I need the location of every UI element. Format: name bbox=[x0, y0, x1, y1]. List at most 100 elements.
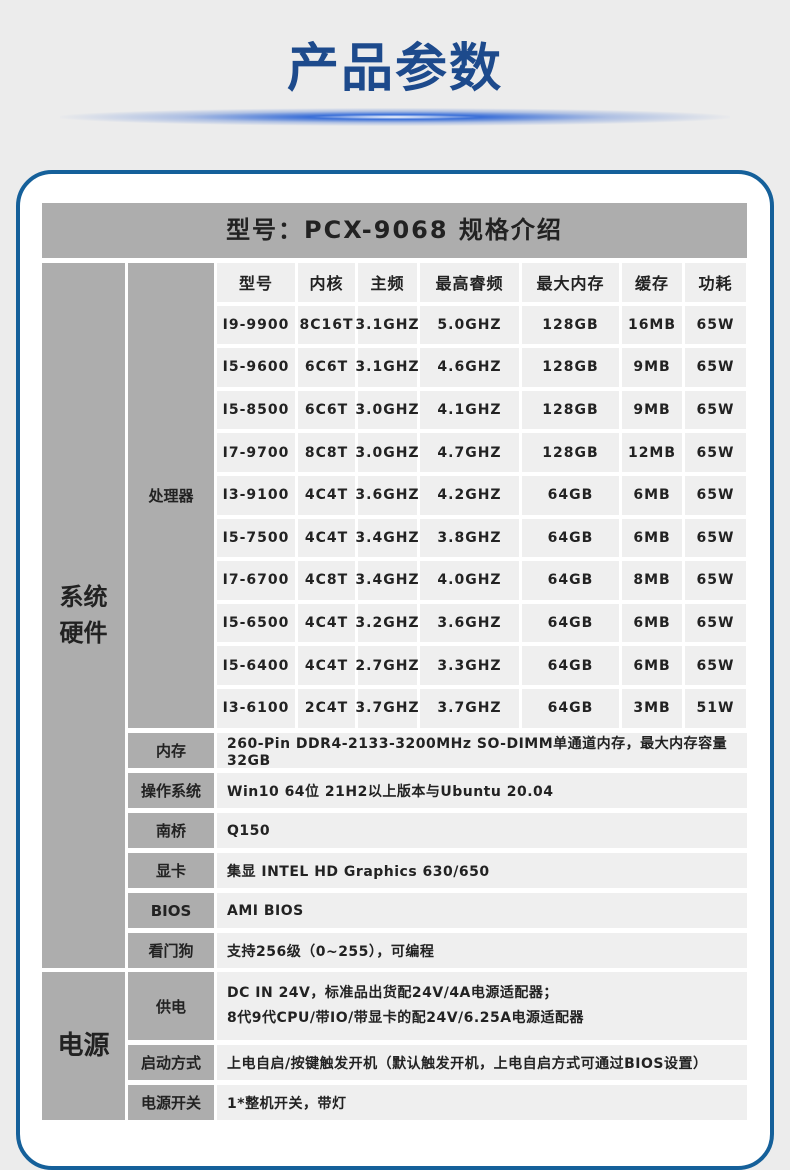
spec-value: AMI BIOS bbox=[217, 893, 747, 928]
cpu-cell: 6C6T bbox=[298, 390, 355, 430]
cpu-cell: I7-6700 bbox=[217, 561, 295, 600]
spec-label: 南桥 bbox=[128, 813, 214, 848]
cpu-cell: 9MB bbox=[622, 390, 682, 430]
cpu-cell: 3.2GHZ bbox=[355, 603, 419, 643]
cpu-cell: 51W bbox=[685, 688, 746, 728]
cpu-cell: 8C8T bbox=[298, 433, 355, 472]
cpu-cell: 128GB bbox=[522, 348, 619, 387]
group-system-hardware: 系统硬件 bbox=[42, 263, 125, 967]
spec-value: DC IN 24V，标准品出货配24V/4A电源适配器； 8代9代CPU/带IO… bbox=[217, 972, 747, 1040]
cpu-cell: 3.1GHZ bbox=[355, 305, 419, 345]
cpu-cell: 64GB bbox=[522, 688, 619, 728]
spec-value: 支持256级（0~255），可编程 bbox=[217, 933, 747, 968]
column-header: 主频 bbox=[358, 263, 417, 302]
spec-value: 260-Pin DDR4-2133-3200MHz SO-DIMM单通道内存，最… bbox=[217, 733, 747, 769]
spec-value: 上电自启/按键触发开机（默认触发开机，上电自启方式可通过BIOS设置） bbox=[217, 1045, 747, 1080]
cpu-cell: 8C16T bbox=[298, 305, 355, 345]
cpu-cell: 4.6GHZ bbox=[420, 348, 519, 387]
cpu-cell: 3.0GHZ bbox=[355, 390, 419, 430]
cpu-cell: 4C4T bbox=[298, 518, 355, 558]
cpu-cell: 6C6T bbox=[298, 348, 355, 387]
cpu-cell: 4C4T bbox=[298, 475, 355, 515]
spec-value: Win10 64位 21H2以上版本与Ubuntu 20.04 bbox=[217, 773, 747, 808]
cpu-cell: 65W bbox=[685, 433, 746, 472]
cpu-cell: 4C4T bbox=[298, 646, 355, 685]
column-header: 缓存 bbox=[622, 263, 682, 302]
cpu-cell: 3.1GHZ bbox=[355, 348, 419, 387]
spec-value-line: 8代9代CPU/带IO/带显卡的配24V/6.25A电源适配器 bbox=[227, 1010, 585, 1026]
cpu-cell: 65W bbox=[685, 348, 746, 387]
cpu-cell: 65W bbox=[685, 603, 746, 643]
cpu-cell: 65W bbox=[685, 475, 746, 515]
cpu-cell: 3.7GHZ bbox=[355, 688, 419, 728]
spec-value-line: DC IN 24V，标准品出货配24V/4A电源适配器； bbox=[227, 985, 558, 1001]
cpu-cell: 3.4GHZ bbox=[355, 561, 419, 600]
cpu-cell: 64GB bbox=[522, 603, 619, 643]
cpu-cell: 3.8GHZ bbox=[420, 518, 519, 558]
cpu-cell: I5-6500 bbox=[217, 603, 295, 643]
cpu-cell: 4.7GHZ bbox=[420, 433, 519, 472]
cpu-cell: 6MB bbox=[622, 603, 682, 643]
cpu-cell: 128GB bbox=[522, 433, 619, 472]
spec-label: 操作系统 bbox=[128, 773, 214, 808]
cpu-cell: I5-8500 bbox=[217, 390, 295, 430]
cpu-cell: 8MB bbox=[622, 561, 682, 600]
cpu-cell: 65W bbox=[685, 561, 746, 600]
cpu-cell: 3.6GHZ bbox=[420, 603, 519, 643]
cpu-cell: 64GB bbox=[522, 518, 619, 558]
column-header: 型号 bbox=[217, 263, 295, 302]
cpu-cell: 64GB bbox=[522, 561, 619, 600]
cpu-cell: 3.4GHZ bbox=[355, 518, 419, 558]
cpu-cell: 2C4T bbox=[298, 688, 355, 728]
spec-header: 型号：PCX-9068 规格介绍 bbox=[42, 203, 747, 258]
cpu-label: 处理器 bbox=[128, 263, 214, 728]
spec-label: 显卡 bbox=[128, 853, 214, 888]
cpu-cell: 128GB bbox=[522, 390, 619, 430]
cpu-cell: 4C8T bbox=[298, 561, 355, 600]
cpu-cell: I5-6400 bbox=[217, 646, 295, 685]
cpu-cell: 4.1GHZ bbox=[420, 390, 519, 430]
cpu-cell: 9MB bbox=[622, 348, 682, 387]
column-header: 最大内存 bbox=[522, 263, 619, 302]
cpu-cell: 12MB bbox=[622, 433, 682, 472]
title-glow-divider bbox=[60, 108, 730, 126]
cpu-cell: 3.3GHZ bbox=[420, 646, 519, 685]
cpu-cell: 3MB bbox=[622, 688, 682, 728]
cpu-cell: 64GB bbox=[522, 646, 619, 685]
spec-label: 启动方式 bbox=[128, 1045, 214, 1080]
spec-value: Q150 bbox=[217, 813, 747, 848]
power-table: 电源 供电 DC IN 24V，标准品出货配24V/4A电源适配器； 8代9代C… bbox=[42, 972, 747, 1120]
cpu-cell: 6MB bbox=[622, 475, 682, 515]
cpu-cell: 4C4T bbox=[298, 603, 355, 643]
cpu-cell: I9-9900 bbox=[217, 305, 295, 345]
spec-value: 1*整机开关，带灯 bbox=[217, 1085, 747, 1120]
cpu-cell: 128GB bbox=[522, 305, 619, 345]
group-power: 电源 bbox=[42, 972, 125, 1120]
cpu-cell: 3.7GHZ bbox=[420, 688, 519, 728]
spec-label: 供电 bbox=[128, 972, 214, 1040]
page-title: 产品参数 bbox=[286, 39, 503, 99]
cpu-cell: 4.2GHZ bbox=[420, 475, 519, 515]
spec-label: 内存 bbox=[128, 733, 214, 768]
cpu-cell: I3-9100 bbox=[217, 475, 295, 515]
cpu-cell: 6MB bbox=[622, 646, 682, 685]
cpu-cell: 5.0GHZ bbox=[420, 305, 519, 345]
cpu-cell: 4.0GHZ bbox=[420, 561, 519, 600]
cpu-cell: I5-7500 bbox=[217, 518, 295, 558]
spec-value: 集显 INTEL HD Graphics 630/650 bbox=[217, 853, 747, 888]
system-specs-table: 内存 260-Pin DDR4-2133-3200MHz SO-DIMM单通道内存… bbox=[42, 733, 747, 968]
cpu-cell: 64GB bbox=[522, 475, 619, 515]
column-header: 最高睿频 bbox=[420, 263, 519, 302]
cpu-cell: 2.7GHZ bbox=[355, 646, 419, 685]
spec-label: BIOS bbox=[128, 893, 214, 928]
column-header: 功耗 bbox=[685, 263, 746, 302]
cpu-cell: I7-9700 bbox=[217, 433, 295, 472]
cpu-cell: 6MB bbox=[622, 518, 682, 558]
column-header: 内核 bbox=[298, 263, 355, 302]
cpu-cell: 65W bbox=[685, 518, 746, 558]
cpu-cell: 65W bbox=[685, 305, 746, 345]
cpu-cell: 65W bbox=[685, 390, 746, 430]
cpu-cell: I3-6100 bbox=[217, 688, 295, 728]
cpu-cell: 16MB bbox=[622, 305, 682, 345]
spec-label: 电源开关 bbox=[128, 1085, 214, 1120]
